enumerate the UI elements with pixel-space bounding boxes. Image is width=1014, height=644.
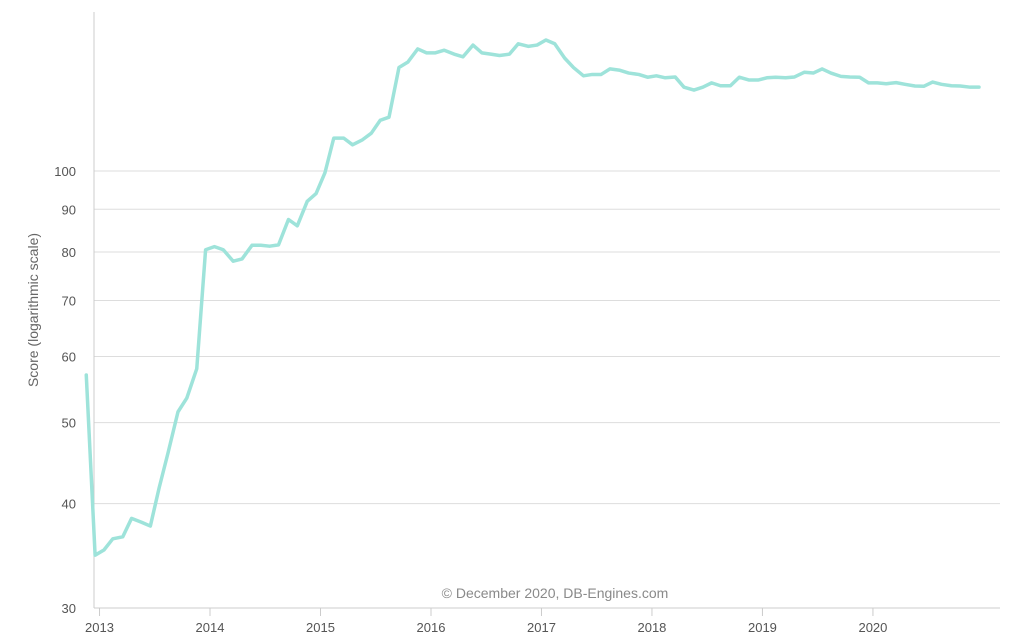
y-tick-label-70: 70 <box>62 294 76 309</box>
x-tick-label-2014: 2014 <box>196 620 225 635</box>
y-tick-label-30: 30 <box>62 601 76 616</box>
y-tick-label-50: 50 <box>62 416 76 431</box>
x-tick-label-2017: 2017 <box>527 620 556 635</box>
x-tick-label-2020: 2020 <box>858 620 887 635</box>
y-tick-label-100: 100 <box>54 164 76 179</box>
axes <box>93 12 1000 609</box>
y-tick-label-80: 80 <box>62 245 76 260</box>
series-layer <box>84 38 981 557</box>
y-tick-label-60: 60 <box>62 349 76 364</box>
copyright-credit: © December 2020, DB-Engines.com <box>442 585 669 601</box>
y-tick-label-90: 90 <box>62 202 76 217</box>
x-tick-label-2019: 2019 <box>748 620 777 635</box>
gridlines <box>94 170 1000 505</box>
x-tick-label-2016: 2016 <box>417 620 446 635</box>
y-tick-label-40: 40 <box>62 497 76 512</box>
y-tick-labels: 30 40 50 60 70 80 90 100 <box>54 164 76 616</box>
x-tick-label-2018: 2018 <box>637 620 666 635</box>
series-line-score <box>84 38 981 557</box>
x-tick-label-2015: 2015 <box>306 620 335 635</box>
x-tick-label-2013: 2013 <box>85 620 114 635</box>
y-axis-title: Score (logarithmic scale) <box>25 233 41 387</box>
x-tick-labels: 2013 2014 2015 2016 2017 2018 2019 2020 <box>85 608 887 635</box>
